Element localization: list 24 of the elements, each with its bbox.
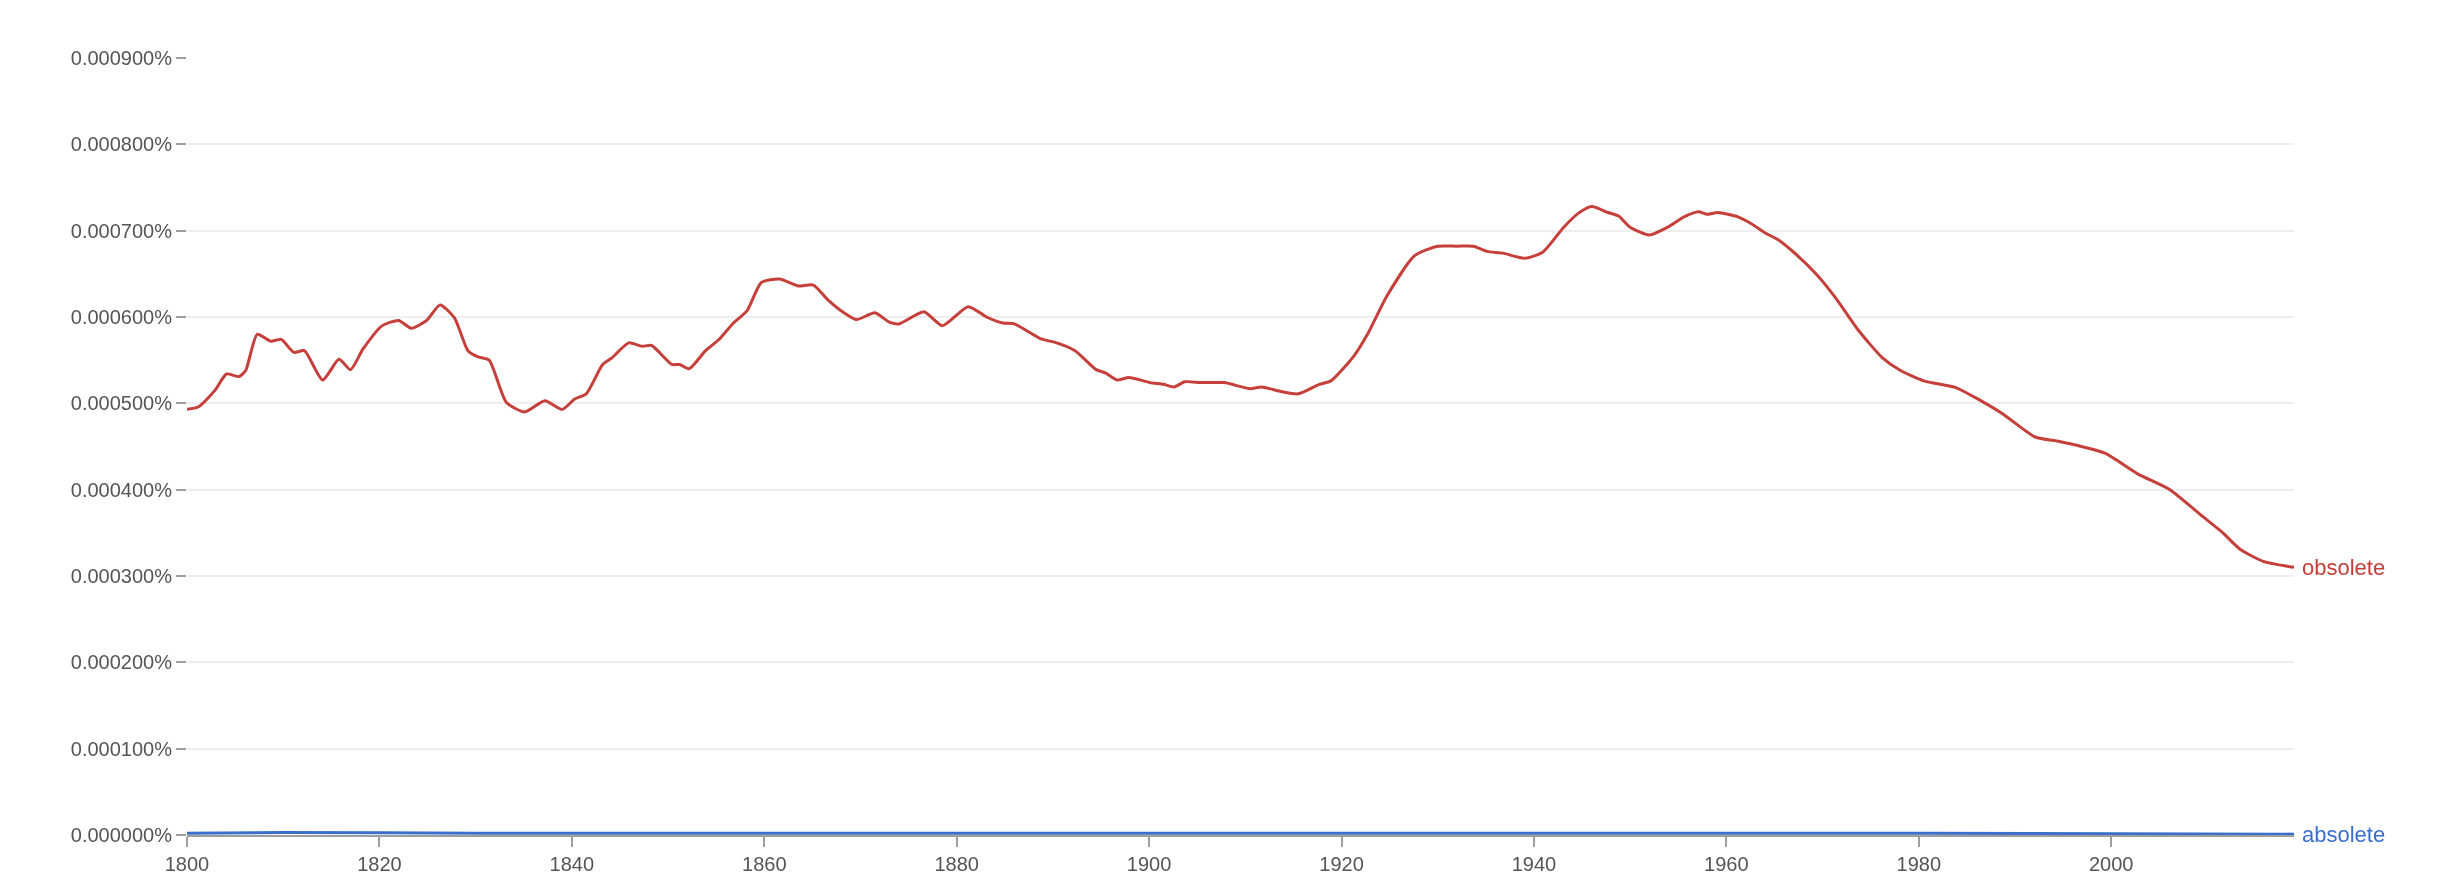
x-tick-label: 1940 [1511, 853, 1557, 875]
y-tick-label: 0.000900% [70, 47, 173, 69]
x-tick-label: 1980 [1896, 853, 1942, 875]
x-tick-label: 1800 [164, 853, 210, 875]
line-series [187, 204, 2294, 569]
y-tick-label: 0.000000% [70, 824, 173, 846]
x-tick-label: 1920 [1319, 853, 1364, 875]
x-tick-label: 1900 [1126, 853, 1172, 875]
y-tick-label: 0.000500% [70, 392, 173, 415]
x-tick-label: 1860 [742, 853, 787, 875]
x-tick-label: 2000 [2088, 853, 2134, 875]
y-tick-label: 0.000200% [70, 651, 173, 674]
y-tick-label: 0.000300% [70, 565, 173, 587]
y-tick-label: 0.000400% [70, 478, 173, 501]
y-tick-label: 0.000700% [70, 219, 173, 242]
y-tick-label: 0.000600% [70, 306, 173, 328]
y-tick-label: 0.000800% [70, 133, 173, 156]
series-label: obsolete [2302, 555, 2386, 580]
x-tick-label: 1880 [934, 853, 979, 875]
series-label: absolete [2302, 822, 2386, 847]
x-tick-label: 1820 [357, 853, 402, 875]
x-tick-label: 1960 [1704, 853, 1749, 875]
y-tick-label: 0.000100% [70, 737, 173, 760]
x-tick-label: 1840 [549, 853, 595, 875]
